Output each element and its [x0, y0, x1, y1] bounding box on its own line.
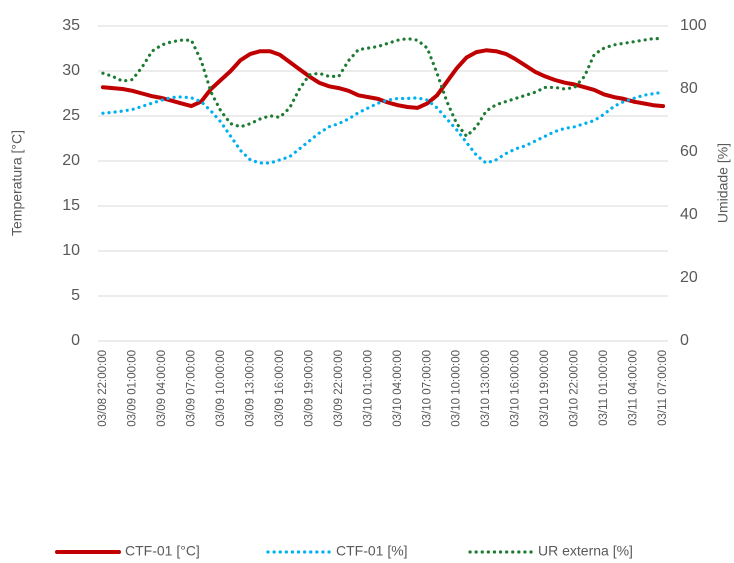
x-tick-label: 03/09 16:00:00 — [274, 350, 286, 427]
x-tick-label: 03/09 07:00:00 — [185, 350, 197, 427]
y-axis-title: Temperatura [°C] — [9, 130, 25, 236]
x-tick-label: 03/09 01:00:00 — [126, 350, 138, 427]
y-tick-label: 5 — [71, 287, 80, 304]
x-tick-label: 03/11 04:00:00 — [628, 350, 640, 426]
x-tick-label: 03/10 16:00:00 — [510, 350, 522, 427]
x-tick-label: 03/10 04:00:00 — [392, 350, 404, 427]
y-tick-label: 0 — [71, 332, 80, 349]
y2-tick-label: 40 — [680, 206, 698, 223]
y2-axis-title: Umidade [%] — [715, 143, 731, 223]
y2-tick-label: 20 — [680, 269, 698, 286]
x-tick-label: 03/09 22:00:00 — [333, 350, 345, 427]
x-tick-label: 03/09 13:00:00 — [244, 350, 256, 427]
legend-label: UR externa [%] — [538, 543, 633, 559]
y-tick-label: 30 — [62, 62, 80, 79]
legend-label: CTF-01 [°C] — [125, 543, 200, 559]
y2-tick-label: 80 — [680, 80, 698, 97]
y-tick-label: 35 — [62, 17, 80, 34]
x-tick-label: 03/10 10:00:00 — [451, 350, 463, 427]
x-tick-label: 03/10 22:00:00 — [569, 350, 581, 427]
y2-tick-label: 60 — [680, 143, 698, 160]
y2-tick-label: 100 — [680, 17, 707, 34]
x-tick-label: 03/10 01:00:00 — [362, 350, 374, 427]
x-tick-label: 03/11 07:00:00 — [657, 350, 669, 426]
series-line — [100, 48, 666, 110]
x-tick-label: 03/09 19:00:00 — [303, 350, 315, 427]
y-tick-label: 25 — [62, 107, 80, 124]
x-tick-label: 03/10 13:00:00 — [480, 350, 492, 427]
y-tick-label: 15 — [62, 197, 80, 214]
legend-label: CTF-01 [%] — [336, 543, 408, 559]
x-tick-label: 03/09 10:00:00 — [215, 350, 227, 427]
series-line — [101, 90, 665, 165]
x-tick-label: 03/09 04:00:00 — [156, 350, 168, 427]
y2-tick-label: 0 — [680, 332, 689, 349]
y-tick-label: 10 — [62, 242, 80, 259]
x-tick-label: 03/11 01:00:00 — [598, 350, 610, 426]
series-line — [101, 37, 665, 138]
x-tick-label: 03/08 22:00:00 — [97, 350, 109, 427]
x-tick-label: 03/10 19:00:00 — [539, 350, 551, 427]
x-tick-label: 03/10 07:00:00 — [421, 350, 433, 427]
y-tick-label: 20 — [62, 152, 80, 169]
